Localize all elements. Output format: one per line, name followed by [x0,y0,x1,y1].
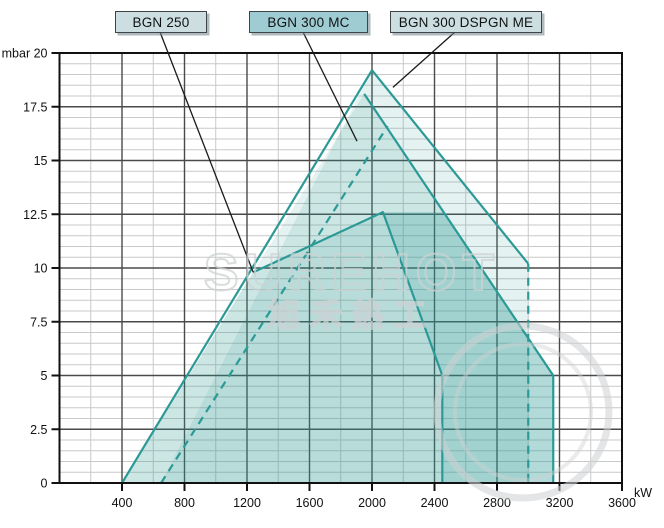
label-box-bgn-300-mc: BGN 300 MC [249,11,368,33]
y-tick-label: 15 [34,154,48,168]
y-tick-label: mbar 20 [2,47,48,61]
watermark-text: SUREHOT [204,244,500,302]
region-bgn-250 [122,212,443,483]
watermark-inner-circle [453,342,593,482]
y-tick-label: 0 [41,477,48,491]
curve-bgn-300-mc [363,93,555,483]
curve-lines [121,69,555,484]
label-box-bgn-250: BGN 250 [115,11,207,33]
grid-minor [59,53,622,483]
y-tick-label: 12.5 [23,208,47,222]
watermark-text-cn: 旭禾热工 [268,297,436,333]
y-tick-label: 5 [41,369,48,383]
region-bgn-300-mc [122,93,554,483]
label-bgn-300-dspgn-me: BGN 300 DSPGN ME [398,14,534,30]
label-bgn-300-mc: BGN 300 MC [267,14,350,30]
curve-shared-left-edge [121,69,373,484]
y-tick-label: 2.5 [30,423,47,437]
x-tick-label: 2800 [483,496,511,510]
x-axis-unit-label: kW [634,486,652,500]
axis-labels: mbar 20 17.5 15 12.5 10 7.5 5 2.5 0 400 800 1200 160… [2,47,653,511]
x-tick-label: 3200 [546,496,574,510]
y-tick-label: 17.5 [23,100,47,114]
x-tick-label: 1200 [233,496,261,510]
watermark-circle [433,322,613,502]
pointer-bgn-250 [159,31,254,273]
pointer-bgn-300-mc [302,31,358,142]
curve-bgn-300-dspgn-me [371,69,530,265]
x-tick-label: 400 [112,496,133,510]
y-tick-label: 7.5 [30,315,47,329]
y-tick-label: 10 [34,262,48,276]
label-pointers [159,31,456,273]
x-tick-label: 1600 [296,496,324,510]
label-bgn-250: BGN 250 [132,14,190,30]
pointer-bgn-300-dspgn-me [392,31,456,88]
curve-dashed-bgn-300-dspgn-me [160,125,389,484]
working-field-regions [122,70,554,483]
x-tick-label: 800 [174,496,195,510]
x-tick-label: 2000 [358,496,386,510]
curve-bgn-250 [252,211,444,483]
x-tick-label: 3600 [608,496,636,510]
label-box-bgn-300-dspgn-me: BGN 300 DSPGN ME [390,11,542,33]
x-tick-label: 2400 [421,496,449,510]
region-bgn-300-dspgn-me [161,70,529,483]
